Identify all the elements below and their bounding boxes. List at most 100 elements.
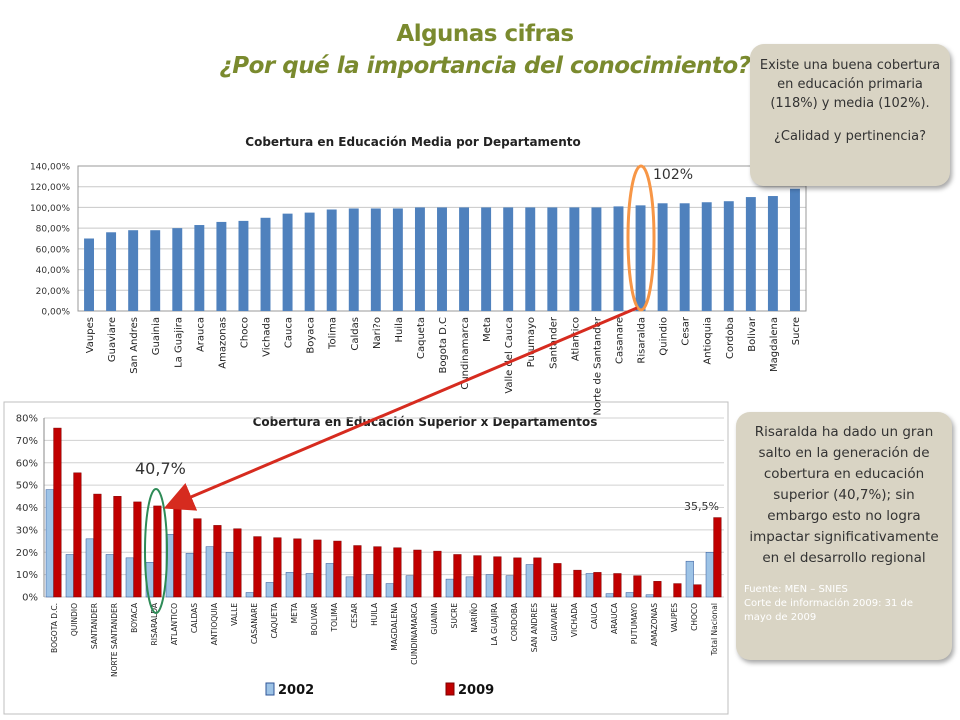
x-tick-label: CAUCA: [590, 602, 599, 629]
x-tick-label: BOLIVAR: [310, 603, 319, 635]
legend-swatch-2009: [445, 682, 455, 696]
x-tick-label: CORDOBA: [510, 602, 519, 641]
x-tick-label: Cordoba: [725, 317, 736, 359]
risaralda-note-panel: Risaralda ha dado un gran salto en la ge…: [736, 412, 952, 660]
bar-2009-bogota-d-c: [53, 427, 62, 598]
bar-2009-cauca: [593, 572, 602, 598]
risaralda-media-label: 102%: [653, 167, 693, 183]
bar-2009-risaralda: [153, 505, 162, 598]
x-tick-label: La Guajira: [173, 317, 184, 368]
bar-2009-antioquia: [213, 525, 222, 598]
y-tick-label: 120,00%: [30, 183, 70, 193]
bar-sucre: [790, 188, 800, 311]
chart-media-title: Cobertura en Educación Media por Departa…: [245, 135, 580, 149]
bar-2009-guaviare: [553, 563, 562, 598]
legend-swatch-2002: [265, 682, 275, 696]
chart-superior-frame: [3, 401, 729, 715]
bar-huila: [392, 208, 403, 311]
x-tick-label: SANTANDER: [90, 603, 99, 649]
bar-risaralda: [635, 205, 646, 311]
y-tick-label: 10%: [16, 570, 38, 581]
bar-2009-huila: [373, 546, 382, 598]
y-tick-label: 20,00%: [36, 287, 71, 297]
x-tick-label: CUNDINAMARCA: [410, 602, 419, 665]
bar-2009-choco: [693, 584, 702, 598]
bar-cundinamarca: [459, 207, 470, 311]
bar-arauca: [194, 225, 205, 311]
x-tick-label: Guainia: [151, 317, 162, 355]
bar-nari-o: [370, 208, 381, 311]
x-tick-label: Norte de Santander: [592, 316, 603, 415]
x-tick-label: SAN ANDRES: [530, 603, 539, 652]
bar-valle-del-cauca: [503, 207, 514, 311]
y-tick-label: 140,00%: [30, 163, 70, 173]
x-tick-label: QUINDIO: [70, 603, 79, 636]
bar-2009-magdalena: [393, 547, 402, 598]
x-tick-label: TOLIMA: [330, 602, 339, 632]
bar-vaupes: [84, 238, 94, 311]
bar-guainia: [150, 230, 161, 311]
chart-superior-legend: 2002 2009: [265, 682, 494, 698]
bar-casanare: [613, 206, 624, 311]
bar-2009-sucre: [453, 554, 462, 598]
x-tick-label: VICHADA: [570, 602, 579, 637]
bar-caldas: [348, 208, 359, 311]
bar-2009-amazonas: [653, 581, 662, 598]
bar-2009-quindio: [73, 472, 82, 598]
bar-magdalena: [767, 196, 778, 311]
x-tick-label: Guaviare: [107, 317, 118, 362]
page-title: Algunas cifras ¿Por qué la importancia d…: [160, 18, 810, 82]
bar-putumayo: [525, 207, 536, 311]
risaralda-note-text: Risaralda ha dado un gran salto en la ge…: [749, 424, 939, 566]
bar-2009-cundinamarca: [413, 549, 422, 598]
x-tick-label: ARAUCA: [610, 602, 619, 634]
bar-2009-nari-o: [473, 555, 482, 598]
x-tick-label: Total Nacional: [710, 603, 719, 656]
chart-superior-bars: [45, 427, 722, 598]
x-tick-label: Casanare: [614, 317, 625, 364]
x-tick-label: Choco: [239, 317, 250, 348]
x-tick-label: MAGDALENA: [390, 602, 399, 651]
bar-bogota-d-c: [437, 207, 447, 311]
chart-media-bars: [84, 188, 800, 311]
x-tick-label: GUAINIA: [430, 602, 439, 634]
x-tick-label: CAQUETA: [270, 602, 279, 638]
bar-antioquia: [701, 202, 712, 311]
bar-2009-cesar: [353, 545, 362, 598]
x-tick-label: Cundinamarca: [460, 317, 471, 390]
y-tick-label: 30%: [16, 525, 38, 536]
x-tick-label: NORTE SANTANDER: [110, 603, 119, 677]
bar-2009-norte-santander: [113, 496, 122, 598]
x-tick-label: Boyaca: [306, 317, 317, 354]
x-tick-label: NARIÑO: [470, 603, 479, 633]
x-tick-label: Amazonas: [217, 317, 228, 369]
legend-label-2002: 2002: [278, 683, 314, 698]
x-tick-label: Vichada: [262, 317, 273, 357]
bar-la-guajira: [172, 228, 183, 311]
x-tick-label: Putumayo: [526, 317, 537, 367]
bar-meta: [481, 207, 492, 311]
bar-2009-santander: [93, 493, 102, 598]
x-tick-label: CALDAS: [190, 603, 199, 633]
bar-2009-arauca: [613, 573, 622, 598]
x-tick-label: Risaralda: [637, 317, 648, 364]
chart-superior-x-axis: BOGOTA D.C. QUINDIO SANTANDER NORTE SANTAND…: [50, 602, 719, 677]
x-tick-label: GUAVIARE: [550, 603, 559, 642]
coverage-note-panel: Existe una buena cobertura en educación …: [750, 44, 950, 186]
x-tick-label: Valle del Cauca: [504, 317, 515, 394]
title-line-2: ¿Por qué la importancia del conocimiento…: [219, 53, 751, 79]
source-line-2: Corte de información 2009: 31 de mayo de…: [744, 598, 914, 623]
bar-cauca: [282, 213, 293, 311]
title-line-1: Algunas cifras: [396, 21, 574, 47]
x-tick-label: RISARALDA: [150, 602, 159, 645]
bar-choco: [238, 220, 249, 311]
x-tick-label: Huila: [394, 317, 405, 343]
bar-santander: [547, 207, 558, 311]
x-tick-label: Quindio: [659, 317, 670, 356]
coverage-note-question: ¿Calidad y pertinencia?: [773, 129, 926, 144]
y-tick-label: 60,00%: [36, 245, 71, 255]
x-tick-label: Vaupes: [85, 317, 96, 353]
bar-2009-san-andres: [533, 557, 542, 598]
bar-2009-total-nacional: [713, 517, 722, 598]
bar-guaviare: [106, 232, 117, 311]
